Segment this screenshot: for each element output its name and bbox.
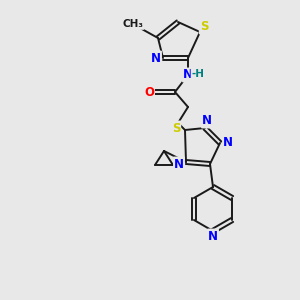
Text: S: S	[172, 122, 180, 134]
Text: N: N	[183, 68, 193, 82]
Text: -H: -H	[191, 69, 205, 79]
Text: N: N	[151, 52, 161, 64]
Text: N: N	[174, 158, 184, 170]
Text: S: S	[200, 20, 208, 34]
Text: CH₃: CH₃	[122, 19, 143, 29]
Text: N: N	[202, 115, 212, 128]
Text: N: N	[223, 136, 233, 148]
Text: O: O	[144, 85, 154, 98]
Text: N: N	[208, 230, 218, 242]
